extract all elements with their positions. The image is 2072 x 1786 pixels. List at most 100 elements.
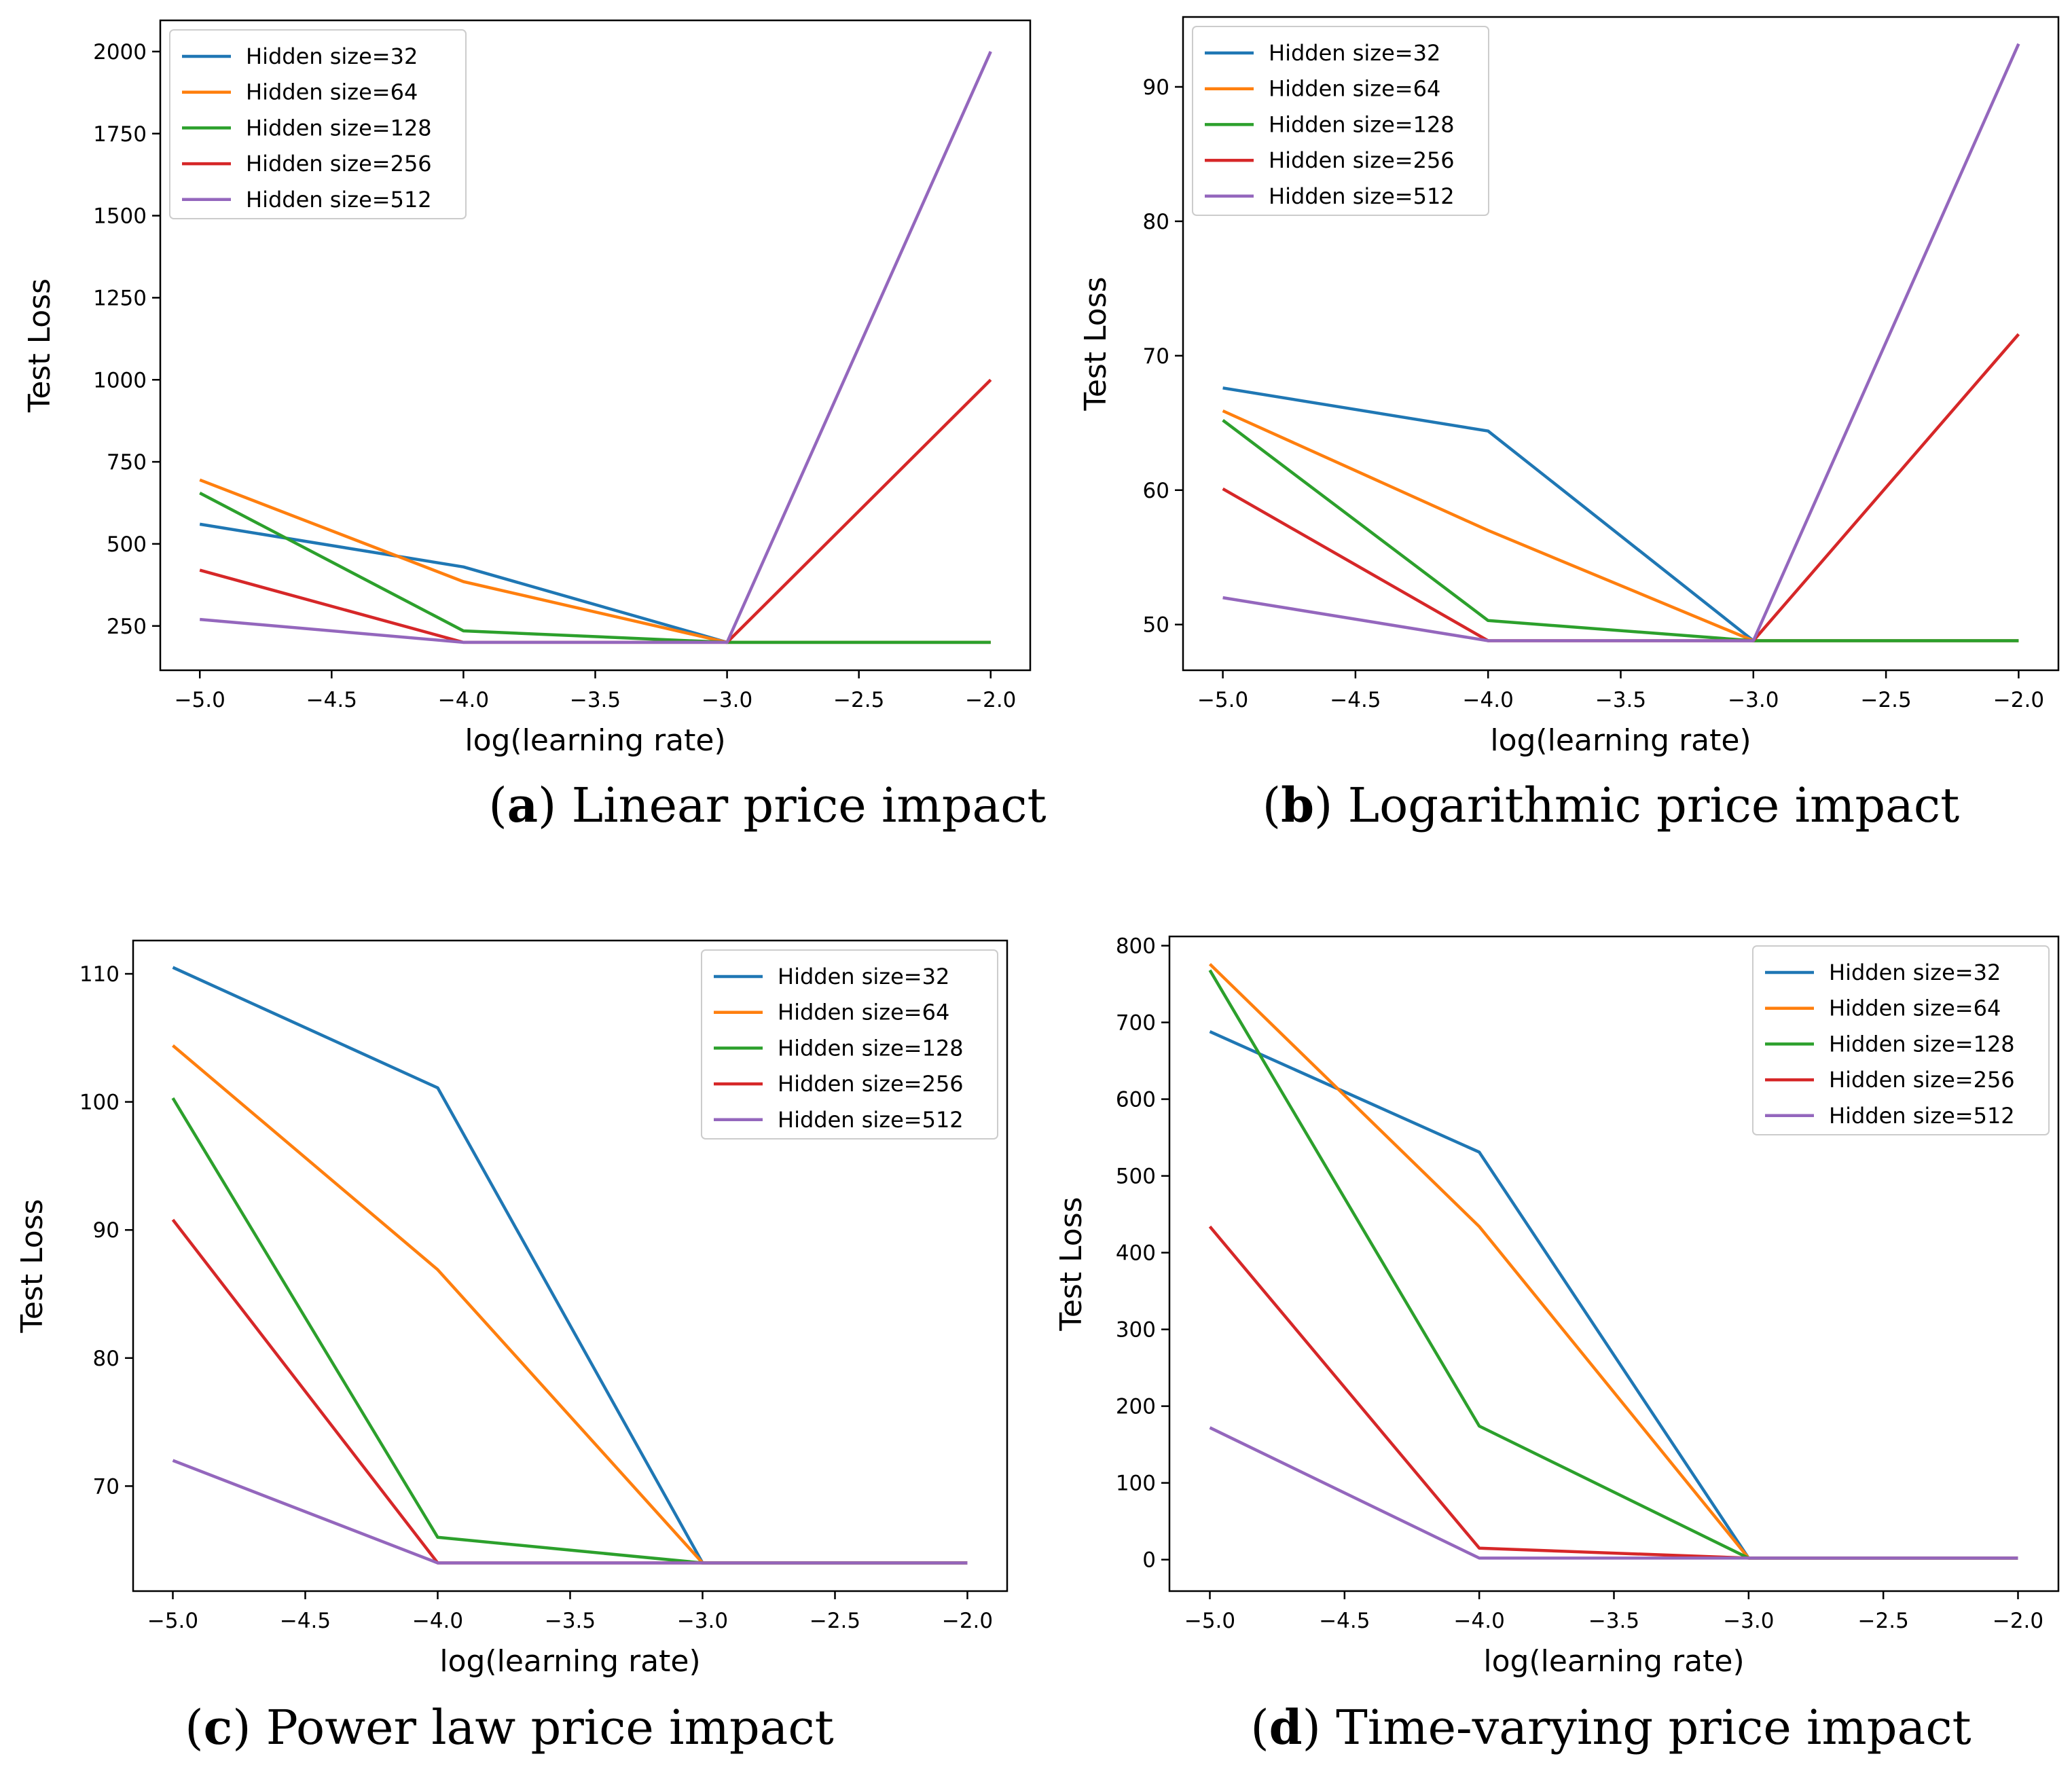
y-tick-label: 100	[1116, 1472, 1156, 1496]
panel-c: −5.0 −4.5 −4.0 −3.5 −3.0 −2.5 −2.0 70 80 90 100 110…	[15, 939, 1008, 1755]
y-tick-label: 70	[93, 1474, 120, 1499]
legend-label-4: Hidden size=256	[1829, 1067, 2015, 1093]
caption-open-paren: (	[1262, 778, 1281, 833]
caption-open-paren: (	[185, 1700, 203, 1755]
caption-letter: d	[1269, 1699, 1303, 1755]
series-line-5	[200, 50, 992, 644]
series-line-1	[1222, 386, 2019, 642]
legend-box	[169, 29, 467, 219]
caption-open-paren: (	[1250, 1700, 1269, 1755]
legend-label-1: Hidden size=32	[1829, 960, 2001, 985]
y-tick-label: 80	[1143, 210, 1169, 234]
x-tick-label: −3.0	[1728, 688, 1779, 712]
caption-close-paren: )	[1314, 778, 1348, 833]
legend-label-5: Hidden size=512	[1269, 183, 1455, 209]
legend: Hidden size=32 Hidden size=64 Hidden size=…	[1752, 945, 2050, 1135]
x-tick-label: −4.0	[412, 1609, 463, 1633]
series-line-4	[171, 1218, 968, 1565]
x-tick-label: −4.5	[306, 688, 357, 712]
y-tick-label: 300	[1116, 1318, 1156, 1343]
series-line-1	[199, 522, 991, 644]
y-axis-label: Test Loss	[15, 1199, 50, 1333]
caption-close-paren: )	[1303, 1700, 1337, 1755]
legend-label-5: Hidden size=512	[778, 1107, 964, 1133]
y-tick-label: 50	[1143, 613, 1169, 638]
panel-d: −5.0 −4.5 −4.0 −3.5 −3.0 −2.5 −2.0 0 100 200 300 40…	[1054, 934, 2060, 1755]
x-tick-label: −3.5	[570, 688, 621, 712]
legend-label-3: Hidden size=128	[778, 1035, 964, 1061]
x-tick-label: −4.5	[1330, 688, 1381, 712]
panel-caption: (a) Linear price impact	[488, 777, 1046, 833]
legend-label-1: Hidden size=32	[246, 43, 418, 69]
legend-label-4: Hidden size=256	[778, 1071, 964, 1097]
panel-caption: (c) Power law price impact	[185, 1699, 833, 1755]
x-tick-label: −5.0	[147, 1609, 198, 1633]
y-tick-label: 750	[107, 450, 147, 475]
y-tick-label: 800	[1116, 934, 1156, 959]
x-tick-label: −5.0	[175, 688, 225, 712]
y-axis-label: Test Loss	[1078, 276, 1113, 411]
y-tick-label: 1000	[93, 368, 147, 393]
series-line-4	[199, 378, 992, 644]
x-tick-label: −2.5	[1858, 1609, 1909, 1633]
y-tick-label: 500	[1116, 1165, 1156, 1189]
x-axis-label: log(learning rate)	[465, 723, 725, 758]
legend-label-2: Hidden size=64	[1829, 996, 2001, 1021]
legend-label-1: Hidden size=32	[1269, 40, 1440, 66]
y-tick-label: 0	[1142, 1548, 1156, 1573]
caption-text: Linear price impact	[572, 778, 1047, 833]
caption-close-paren: )	[538, 778, 572, 833]
x-tick-label: −2.0	[965, 688, 1016, 712]
x-tick-label: −3.5	[1588, 1609, 1639, 1633]
legend-label-5: Hidden size=512	[246, 187, 432, 213]
legend-box	[1192, 26, 1489, 216]
y-tick-label: 90	[1143, 75, 1169, 100]
x-axis-label: log(learning rate)	[1483, 1644, 1744, 1679]
caption-letter: a	[507, 777, 538, 833]
caption-letter: b	[1281, 777, 1314, 833]
legend-label-3: Hidden size=128	[246, 115, 432, 141]
x-tick-label: −4.0	[1463, 688, 1514, 712]
x-tick-label: −2.5	[810, 1609, 860, 1633]
x-tick-label: −3.5	[1595, 688, 1646, 712]
legend-label-4: Hidden size=256	[1269, 147, 1455, 173]
y-tick-label: 400	[1116, 1241, 1156, 1266]
legend-label-4: Hidden size=256	[246, 151, 432, 177]
caption-open-paren: (	[488, 778, 507, 833]
x-tick-label: −4.5	[1319, 1609, 1370, 1633]
series-line-3	[171, 1097, 968, 1565]
panel-a: −5.0 −4.5 −4.0 −3.5 −3.0 −2.5 −2.0 250 500 750 100…	[22, 19, 1047, 833]
panel-b: −5.0 −4.5 −4.0 −3.5 −3.0 −2.5 −2.0 50 60 70 80 90 lo…	[1078, 16, 2060, 833]
y-tick-label: 700	[1116, 1011, 1156, 1036]
x-tick-label: −4.0	[1454, 1609, 1505, 1633]
caption-text: Logarithmic price impact	[1348, 778, 1960, 833]
x-tick-label: −5.0	[1184, 1609, 1235, 1633]
x-tick-label: −4.5	[280, 1609, 331, 1633]
y-tick-label: 200	[1116, 1395, 1156, 1419]
legend-label-2: Hidden size=64	[1269, 76, 1440, 102]
y-tick-label: 70	[1143, 344, 1169, 369]
y-tick-label: 60	[1143, 479, 1169, 503]
y-tick-label: 90	[93, 1218, 120, 1243]
caption-text: Power law price impact	[266, 1700, 834, 1755]
y-tick-label: 500	[107, 532, 147, 557]
legend-label-3: Hidden size=128	[1269, 111, 1455, 137]
x-tick-label: −3.0	[702, 688, 752, 712]
y-tick-label: 100	[79, 1091, 120, 1115]
x-tick-label: −5.0	[1197, 688, 1248, 712]
x-tick-label: −2.5	[1860, 688, 1911, 712]
y-tick-label: 600	[1116, 1088, 1156, 1112]
x-tick-label: −2.0	[1993, 688, 2044, 712]
legend-label-2: Hidden size=64	[246, 79, 418, 105]
legend-box	[701, 949, 998, 1140]
y-tick-label: 1500	[93, 204, 147, 229]
legend-label-5: Hidden size=512	[1829, 1103, 2015, 1129]
caption-close-paren: )	[232, 1700, 266, 1755]
panel-caption: (b) Logarithmic price impact	[1262, 777, 1959, 833]
series-line-2	[1222, 409, 2019, 642]
x-axis-label: log(learning rate)	[439, 1644, 700, 1679]
legend: Hidden size=32 Hidden size=64 Hidden size=…	[1192, 26, 1489, 216]
legend-label-1: Hidden size=32	[778, 964, 949, 989]
x-tick-label: −3.0	[1723, 1609, 1774, 1633]
